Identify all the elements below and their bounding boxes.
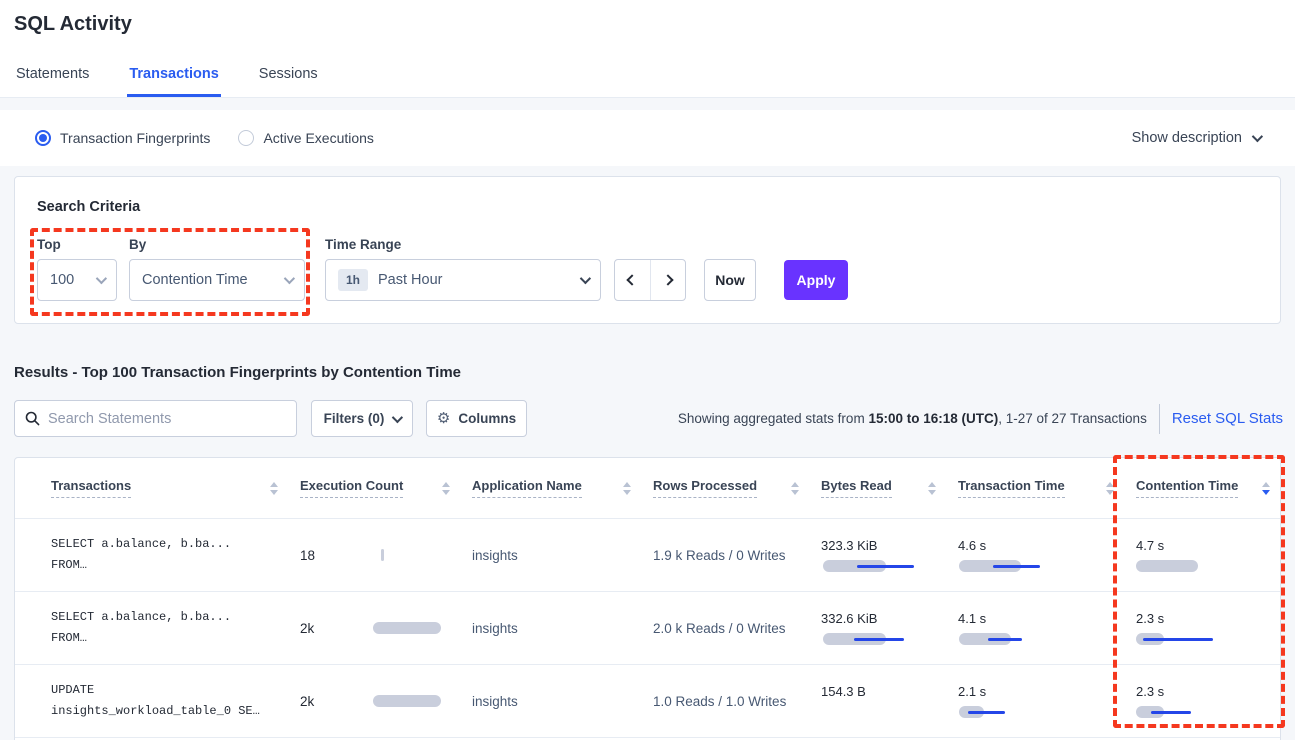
sort-icon [442,481,450,495]
contention-time-cell: 2.3 s [1136,684,1280,718]
time-range-label: Time Range [325,237,402,252]
application-name-cell: insights [472,547,518,563]
radio-unselected-icon [238,130,255,146]
reset-sql-stats-link[interactable]: Reset SQL Stats [1171,410,1283,427]
column-header-transaction-time[interactable]: Transaction Time [958,478,1136,498]
transaction-fingerprint-link[interactable]: SELECT a.balance, b.ba... FROM… [51,537,232,572]
rows-processed-cell: 1.0 Reads / 1.0 Writes [653,693,787,709]
contention-time-cell: 2.3 s [1136,611,1280,645]
time-nav-group [614,259,686,301]
time-range-value: Past Hour [378,272,443,288]
chevron-right-icon [662,274,674,286]
table-row: SELECT a.balance, b.ba... FROM… 2k insigh… [15,592,1280,665]
sort-icon-active-desc [1262,481,1270,495]
search-icon [25,411,40,426]
column-header-transactions[interactable]: Transactions [51,478,300,498]
bytes-read-cell: 332.6 KiB [821,611,958,645]
apply-button[interactable]: Apply [784,260,848,300]
now-button[interactable]: Now [704,259,756,301]
transaction-time-cell: 4.1 s [958,611,1136,645]
column-header-execution-count[interactable]: Execution Count [300,478,472,498]
view-toggle-bar: Transaction Fingerprints Active Executio… [0,110,1295,166]
sort-icon [1106,481,1114,495]
by-select[interactable]: Contention Time [129,259,305,301]
rows-processed-cell: 1.9 k Reads / 0 Writes [653,547,786,563]
sort-icon [270,481,278,495]
tab-transactions[interactable]: Transactions [127,56,221,97]
show-description-label: Show description [1131,130,1242,146]
chevron-down-icon [1251,130,1264,143]
aggregated-stats-text: Showing aggregated stats from 15:00 to 1… [677,411,1147,426]
time-range-badge: 1h [338,269,369,291]
bytes-read-cell: 154.3 B [821,684,866,699]
transaction-time-cell: 4.6 s [958,538,1136,572]
search-statements-box [14,400,297,437]
contention-time-cell: 4.7 s [1136,538,1280,572]
search-criteria-card: Search Criteria Top By Time Range 100 Co… [14,176,1281,324]
results-heading: Results - Top 100 Transaction Fingerprin… [14,364,462,381]
top-label: Top [37,237,61,252]
table-header-row: Transactions Execution Count Application… [15,458,1280,519]
application-name-cell: insights [472,620,518,636]
filters-button-label: Filters (0) [323,411,385,426]
sort-icon [791,481,799,495]
page-header: SQL Activity Statements Transactions Ses… [0,0,1295,98]
page-title: SQL Activity [14,13,132,35]
column-header-rows-processed[interactable]: Rows Processed [653,478,821,498]
by-label: By [129,237,147,252]
application-name-cell: insights [472,693,518,709]
radio-label: Transaction Fingerprints [60,130,211,146]
sort-icon [928,481,936,495]
top-select[interactable]: 100 [37,259,117,301]
gear-icon: ⚙ [436,410,451,427]
transaction-time-cell: 2.1 s [958,684,1136,718]
columns-button-label: Columns [458,411,517,426]
search-statements-input[interactable] [48,410,286,427]
radio-label: Active Executions [263,130,374,146]
radio-transaction-fingerprints[interactable]: Transaction Fingerprints [35,130,210,146]
tab-statements[interactable]: Statements [16,66,90,82]
next-time-button[interactable] [649,260,686,300]
column-header-contention-time[interactable]: Contention Time [1136,478,1280,498]
columns-button[interactable]: ⚙ Columns [426,400,527,437]
filters-button[interactable]: Filters (0) [311,400,413,437]
chevron-left-icon [626,274,638,286]
chevron-down-icon [283,272,296,285]
vertical-divider [1158,403,1160,434]
chevron-down-icon [579,272,592,285]
execution-count-cell: 18 [300,548,472,563]
radio-selected-icon [35,130,51,146]
tab-sessions[interactable]: Sessions [258,66,318,82]
column-header-bytes-read[interactable]: Bytes Read [821,478,958,498]
stats-area: Showing aggregated stats from 15:00 to 1… [678,400,1283,437]
execution-count-cell: 2k [300,621,472,636]
table-row: SELECT a.balance, b.ba... FROM… 18 insigh… [15,519,1280,592]
transactions-table: Transactions Execution Count Application… [14,457,1281,740]
transaction-fingerprint-link[interactable]: SELECT a.balance, b.ba... FROM… [51,610,232,645]
table-row: UPDATE insights_workload_table_0 SE… 2k i… [15,665,1280,738]
by-select-value: Contention Time [142,272,248,288]
top-select-value: 100 [50,272,75,288]
sort-icon [623,481,631,495]
previous-time-button[interactable] [615,260,650,300]
transaction-fingerprint-link[interactable]: UPDATE insights_workload_table_0 SE… [51,683,260,718]
rows-processed-cell: 2.0 k Reads / 0 Writes [653,620,786,636]
time-range-select[interactable]: 1h Past Hour [325,259,601,301]
execution-count-cell: 2k [300,694,472,709]
radio-active-executions[interactable]: Active Executions [238,130,374,146]
chevron-down-icon [392,411,404,423]
search-criteria-title: Search Criteria [37,199,141,215]
column-header-application-name[interactable]: Application Name [472,478,653,498]
tab-bar: Statements Transactions Sessions [14,56,320,97]
show-description-toggle[interactable]: Show description [1131,110,1264,166]
bytes-read-cell: 323.3 KiB [821,538,958,572]
chevron-down-icon [95,272,108,285]
